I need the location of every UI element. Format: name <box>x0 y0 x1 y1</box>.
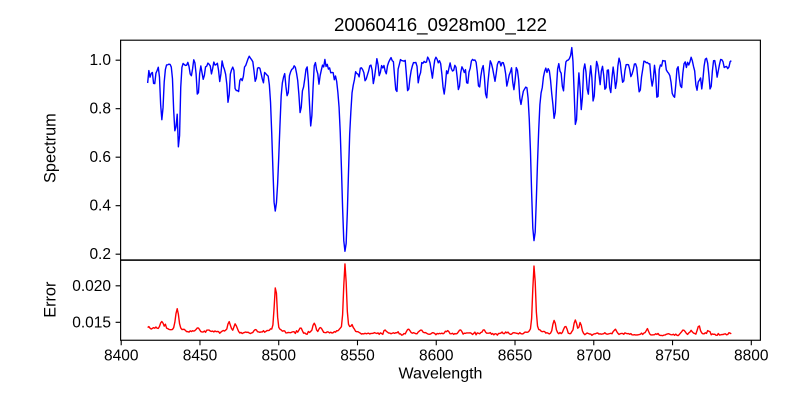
svg-text:0.015: 0.015 <box>72 314 111 331</box>
svg-text:8400: 8400 <box>104 348 139 365</box>
svg-text:Wavelength: Wavelength <box>399 366 483 383</box>
svg-text:20060416_0928m00_122: 20060416_0928m00_122 <box>334 14 547 36</box>
svg-text:1.0: 1.0 <box>89 52 111 69</box>
svg-text:Error: Error <box>41 281 59 318</box>
svg-text:0.8: 0.8 <box>89 101 111 118</box>
svg-text:0.4: 0.4 <box>89 198 111 215</box>
svg-text:8500: 8500 <box>261 348 296 365</box>
svg-text:8800: 8800 <box>734 348 769 365</box>
svg-text:0.2: 0.2 <box>89 246 111 263</box>
svg-text:8450: 8450 <box>183 348 218 365</box>
svg-text:Spectrum: Spectrum <box>41 113 59 183</box>
svg-text:8600: 8600 <box>419 348 454 365</box>
svg-text:0.6: 0.6 <box>89 149 111 166</box>
svg-text:8650: 8650 <box>498 348 533 365</box>
svg-text:0.020: 0.020 <box>72 278 111 295</box>
svg-text:8700: 8700 <box>577 348 612 365</box>
svg-text:8550: 8550 <box>340 348 375 365</box>
svg-text:8750: 8750 <box>655 348 690 365</box>
